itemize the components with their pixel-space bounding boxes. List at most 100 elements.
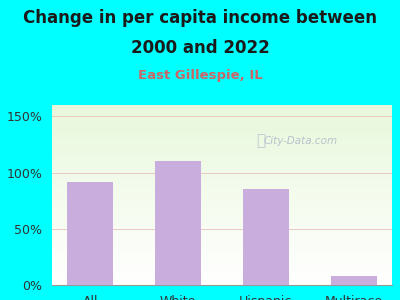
Bar: [52, 280, 392, 281]
Bar: [52, 250, 392, 251]
Bar: [52, 142, 392, 143]
Bar: [52, 106, 392, 107]
Bar: [52, 241, 392, 242]
Bar: [52, 132, 392, 133]
Bar: [52, 209, 392, 210]
Bar: [52, 281, 392, 282]
Bar: [52, 197, 392, 198]
Bar: [52, 258, 392, 259]
Bar: [52, 236, 392, 237]
Bar: [52, 124, 392, 125]
Bar: [52, 105, 392, 106]
Bar: [52, 163, 392, 164]
Bar: [52, 218, 392, 219]
Bar: [52, 180, 392, 181]
Bar: [52, 125, 392, 126]
Bar: [52, 247, 392, 248]
Bar: [68, 182, 113, 285]
Bar: [52, 245, 392, 246]
Bar: [52, 213, 392, 214]
Bar: [52, 191, 392, 192]
Bar: [52, 152, 392, 153]
Bar: [52, 203, 392, 204]
Bar: [52, 255, 392, 256]
Bar: [52, 126, 392, 127]
Bar: [52, 228, 392, 229]
Bar: [52, 118, 392, 119]
Bar: [52, 210, 392, 211]
Bar: [52, 242, 392, 243]
Bar: [52, 266, 392, 267]
Bar: [52, 140, 392, 141]
Bar: [52, 171, 392, 172]
Bar: [52, 138, 392, 139]
Bar: [52, 238, 392, 239]
Bar: [52, 268, 392, 269]
Bar: [52, 212, 392, 213]
Bar: [52, 181, 392, 182]
Bar: [52, 246, 392, 247]
Bar: [52, 223, 392, 224]
Bar: [52, 129, 392, 130]
Bar: [52, 173, 392, 174]
Bar: [52, 274, 392, 275]
Bar: [52, 251, 392, 252]
Bar: [52, 153, 392, 154]
Bar: [52, 240, 392, 241]
Bar: [52, 162, 392, 163]
Bar: [52, 195, 392, 196]
Bar: [52, 166, 392, 167]
Bar: [52, 170, 392, 171]
Bar: [52, 154, 392, 155]
Bar: [52, 256, 392, 257]
Bar: [52, 231, 392, 232]
Bar: [52, 196, 392, 197]
Bar: [52, 130, 392, 131]
Bar: [52, 204, 392, 205]
Bar: [52, 121, 392, 122]
Bar: [52, 220, 392, 221]
Bar: [52, 109, 392, 110]
Bar: [52, 254, 392, 255]
Bar: [52, 108, 392, 109]
Bar: [52, 263, 392, 264]
Bar: [52, 190, 392, 191]
Bar: [52, 235, 392, 236]
Bar: [52, 127, 392, 128]
Bar: [52, 133, 392, 134]
Bar: [52, 177, 392, 178]
Bar: [52, 226, 392, 227]
Bar: [52, 259, 392, 260]
Bar: [52, 117, 392, 118]
Bar: [52, 111, 392, 112]
Bar: [52, 182, 392, 183]
Bar: [52, 141, 392, 142]
Bar: [52, 160, 392, 161]
Bar: [52, 200, 392, 201]
Bar: [52, 273, 392, 274]
Bar: [52, 192, 392, 193]
Bar: [52, 164, 392, 165]
Bar: [52, 249, 392, 250]
Bar: [52, 232, 392, 233]
Bar: [52, 208, 392, 209]
Bar: [52, 134, 392, 135]
Bar: [52, 194, 392, 195]
Bar: [52, 214, 392, 215]
Bar: [331, 276, 376, 285]
Bar: [52, 272, 392, 273]
Bar: [52, 275, 392, 276]
Bar: [52, 248, 392, 249]
Bar: [52, 276, 392, 277]
Bar: [52, 169, 392, 170]
Bar: [243, 189, 289, 285]
Bar: [52, 155, 392, 156]
Bar: [52, 184, 392, 185]
Bar: [52, 270, 392, 271]
Bar: [52, 135, 392, 136]
Bar: [52, 188, 392, 189]
Bar: [52, 279, 392, 280]
Bar: [52, 283, 392, 284]
Bar: [52, 264, 392, 265]
Bar: [52, 176, 392, 177]
